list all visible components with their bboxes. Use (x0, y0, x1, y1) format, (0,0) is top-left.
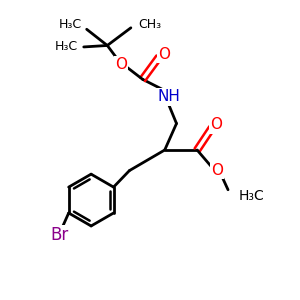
Text: H₃C: H₃C (59, 18, 82, 31)
Text: O: O (115, 57, 127, 72)
Text: NH: NH (158, 89, 181, 104)
Text: Br: Br (51, 226, 69, 244)
Text: O: O (158, 47, 170, 62)
Text: H₃C: H₃C (238, 189, 264, 202)
Text: O: O (211, 163, 223, 178)
Text: H₃C: H₃C (55, 40, 78, 53)
Text: O: O (210, 118, 222, 133)
Text: CH₃: CH₃ (138, 18, 161, 31)
